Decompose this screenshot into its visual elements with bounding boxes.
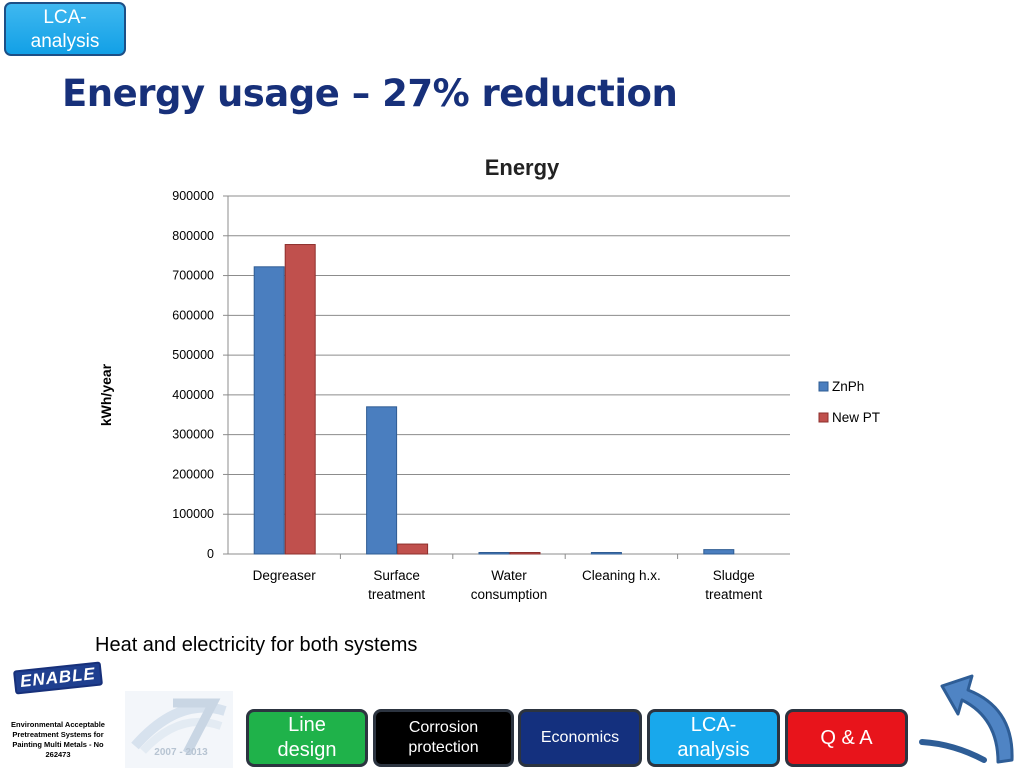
x-category-label: treatment <box>705 587 762 602</box>
y-tick-label: 300000 <box>172 428 214 442</box>
y-tick-label: 500000 <box>172 348 214 362</box>
fp7-logo: 2007 - 2013 <box>125 691 233 768</box>
lca-analysis-button[interactable]: LCA- analysis <box>647 709 780 767</box>
bar-new-pt <box>397 543 429 555</box>
bar-znph <box>253 266 285 555</box>
corrosion-protection-button[interactable]: Corrosion protection <box>373 709 514 767</box>
y-tick-label: 800000 <box>172 229 214 243</box>
economics-button[interactable]: Economics <box>518 709 642 767</box>
chart-title: Energy <box>485 155 560 180</box>
enable-logo: ENABLE <box>12 661 103 695</box>
energy-bar-chart: Energy kWh/year 0 100000 200000 300000 40000… <box>98 155 880 602</box>
legend-label: ZnPh <box>832 379 864 394</box>
y-tick-label: 400000 <box>172 388 214 402</box>
legend-swatch <box>818 381 829 392</box>
x-category-label: Water <box>491 568 527 583</box>
x-category-label: Cleaning h.x. <box>582 568 661 583</box>
chart-caption: Heat and electricity for both systems <box>95 634 418 656</box>
bar-znph <box>478 552 510 555</box>
y-tick-label: 0 <box>207 547 214 561</box>
section-badge[interactable]: LCA- analysis <box>4 2 126 56</box>
x-category-label: Surface <box>373 568 420 583</box>
y-tick-label: 100000 <box>172 507 214 521</box>
curved-back-arrow-icon[interactable] <box>914 672 1020 768</box>
page-title: Energy usage – 27% reduction <box>62 72 678 115</box>
y-tick-label: 900000 <box>172 189 214 203</box>
bar-znph <box>366 406 398 555</box>
bar-new-pt <box>509 552 541 555</box>
x-category-label: Degreaser <box>253 568 317 583</box>
program-years: 2007 - 2013 <box>154 747 208 758</box>
x-category-label: treatment <box>368 587 425 602</box>
bar-znph <box>703 549 735 555</box>
y-tick-label: 200000 <box>172 467 214 481</box>
legend-label: New PT <box>832 410 880 425</box>
x-category-label: consumption <box>471 587 548 602</box>
project-name: Environmental Acceptable Pretreatment Sy… <box>11 720 105 759</box>
y-tick-label: 600000 <box>172 308 214 322</box>
y-axis-label: kWh/year <box>98 363 114 426</box>
line-design-button[interactable]: Line design <box>246 709 368 767</box>
y-tick-label: 700000 <box>172 269 214 283</box>
legend-swatch <box>818 412 829 423</box>
q-and-a-button[interactable]: Q & A <box>785 709 908 767</box>
x-category-label: Sludge <box>713 568 755 583</box>
bar-znph <box>590 552 622 555</box>
bar-new-pt <box>284 244 316 555</box>
